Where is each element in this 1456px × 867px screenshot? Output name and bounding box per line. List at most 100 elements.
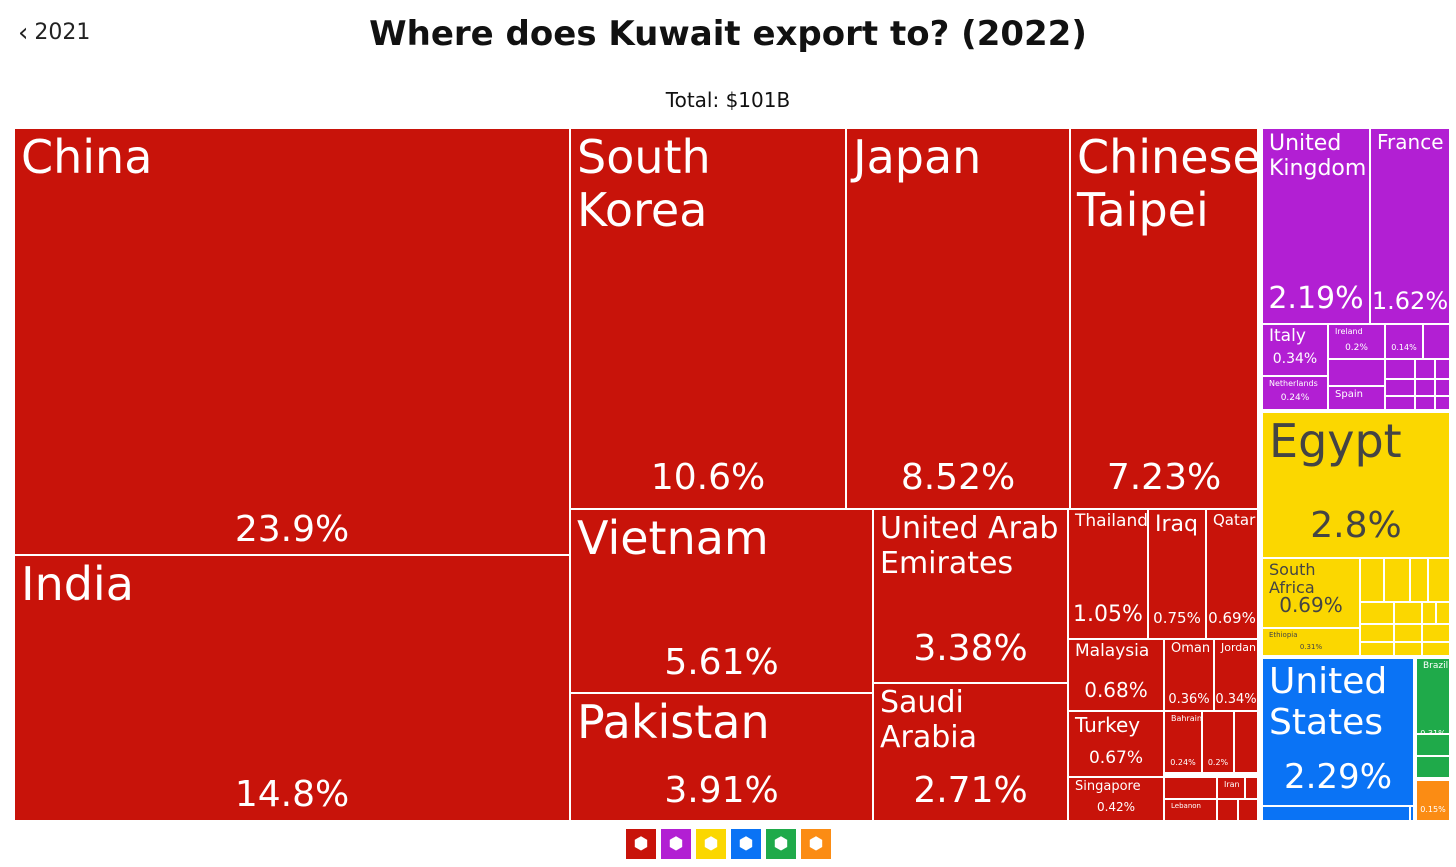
cell-name-label: Qatar <box>1213 511 1256 529</box>
chart-title: Where does Kuwait export to? (2022) <box>369 14 1087 54</box>
treemap-cell-qatar[interactable]: Qatar 0.69% <box>1206 509 1258 639</box>
treemap-cell-region-south-america-66[interactable] <box>1416 756 1450 778</box>
treemap-cell-region-europe-42[interactable] <box>1415 396 1435 410</box>
treemap-cell-united-kingdom[interactable]: United Kingdom 2.19% <box>1262 128 1370 324</box>
cell-percent-label: 5.61% <box>664 642 779 683</box>
treemap-cell-region-oceania-67[interactable]: 0.15% <box>1416 780 1450 821</box>
cell-name-label: United States <box>1269 661 1388 744</box>
treemap-cell-region-africa-60[interactable] <box>1422 642 1450 656</box>
treemap-cell-south-africa[interactable]: South Africa 0.69% <box>1262 558 1360 628</box>
cell-name-label: Jordan <box>1221 641 1256 654</box>
treemap-cell-lebanon[interactable]: Lebanon <box>1164 799 1217 821</box>
treemap-cell-region-europe-34[interactable] <box>1328 359 1385 386</box>
cell-name-label: Singapore <box>1075 779 1141 794</box>
treemap-cell-spain[interactable]: Spain <box>1328 386 1385 410</box>
treemap-cell-region-africa-51[interactable] <box>1360 602 1394 624</box>
treemap-cell-france[interactable]: France 1.62% <box>1370 128 1450 324</box>
treemap-cell-region-africa-50[interactable] <box>1428 558 1450 602</box>
cell-name-label: Malaysia <box>1075 641 1150 661</box>
treemap-cell-region-africa-58[interactable] <box>1360 642 1394 656</box>
back-to-2021-link[interactable]: ‹ 2021 <box>18 20 91 46</box>
cell-percent-label: 0.31% <box>1299 643 1323 651</box>
treemap-cell-united-arab-emirates[interactable]: United Arab Emirates 3.38% <box>873 509 1068 683</box>
treemap-cell-iran[interactable]: Iran <box>1217 777 1245 799</box>
treemap-cell-region-europe-37[interactable] <box>1435 359 1450 379</box>
cell-name-label: Thailand <box>1075 511 1148 531</box>
treemap-cell-region-north-america-62[interactable] <box>1262 806 1410 821</box>
cell-percent-label: 0.69% <box>1279 593 1343 617</box>
cell-percent-label: 0.36% <box>1168 692 1210 707</box>
treemap-cell-region-asia-25[interactable] <box>1238 799 1258 821</box>
treemap-cell-region-asia-23[interactable] <box>1245 777 1258 799</box>
cell-name-label: France <box>1377 130 1444 154</box>
treemap-cell-region-asia-22[interactable] <box>1164 777 1217 799</box>
treemap-cell-region-europe-39[interactable] <box>1415 379 1435 396</box>
treemap-cell-vietnam[interactable]: Vietnam 5.61% <box>570 509 873 693</box>
treemap-cell-region-asia-18[interactable] <box>1234 711 1258 773</box>
north-america-map-icon[interactable]: ⬢ <box>731 829 761 859</box>
treemap-cell-region-africa-53[interactable] <box>1422 602 1436 624</box>
cell-name-label: China <box>21 130 153 184</box>
cell-percent-label: 0.67% <box>1088 748 1143 768</box>
treemap-cell-region-africa-54[interactable] <box>1436 602 1450 624</box>
cell-percent-label: 0.68% <box>1084 678 1148 702</box>
treemap-cell-turkey[interactable]: Turkey 0.67% <box>1068 711 1164 777</box>
treemap-cell-region-africa-56[interactable] <box>1394 624 1422 642</box>
treemap-cell-ethiopia[interactable]: Ethiopia 0.31% <box>1262 628 1360 656</box>
treemap-cell-thailand[interactable]: Thailand 1.05% <box>1068 509 1148 639</box>
cell-percent-label: 0.69% <box>1208 609 1256 627</box>
treemap-cell-malaysia[interactable]: Malaysia 0.68% <box>1068 639 1164 711</box>
treemap-cell-chinese-taipei[interactable]: Chinese Taipei 7.23% <box>1070 128 1258 509</box>
treemap-cell-region-north-america-63[interactable] <box>1410 806 1414 821</box>
cell-percent-label: 0.24% <box>1170 758 1196 767</box>
treemap-cell-region-africa-55[interactable] <box>1360 624 1394 642</box>
treemap-cell-region-asia-24[interactable] <box>1217 799 1238 821</box>
europe-map-icon[interactable]: ⬢ <box>661 829 691 859</box>
treemap-cell-singapore[interactable]: Singapore 0.42% <box>1068 777 1164 821</box>
cell-name-label: South Korea <box>577 130 711 237</box>
oceania-map-icon[interactable]: ⬢ <box>801 829 831 859</box>
treemap-cell-iraq[interactable]: Iraq 0.75% <box>1148 509 1206 639</box>
treemap-cell-united-states[interactable]: United States 2.29% <box>1262 658 1414 806</box>
treemap-cell-region-africa-52[interactable] <box>1394 602 1422 624</box>
treemap-cell-india[interactable]: India 14.8% <box>14 555 570 821</box>
treemap-cell-brazil[interactable]: Brazil 0.31% <box>1416 658 1450 734</box>
treemap-cell-region-europe-30[interactable]: 0.14% <box>1385 324 1423 359</box>
treemap-cell-region-africa-59[interactable] <box>1394 642 1422 656</box>
treemap-cell-oman[interactable]: Oman 0.36% <box>1164 639 1214 711</box>
treemap-cell-italy[interactable]: Italy 0.34% <box>1262 324 1328 376</box>
treemap-cell-region-europe-41[interactable] <box>1385 396 1415 410</box>
treemap-cell-region-africa-49[interactable] <box>1410 558 1428 602</box>
south-america-map-icon[interactable]: ⬢ <box>766 829 796 859</box>
treemap-cell-region-asia-17[interactable]: 0.2% <box>1202 711 1234 773</box>
cell-percent-label: 7.23% <box>1106 457 1222 498</box>
treemap-cell-ireland[interactable]: Ireland 0.2% <box>1328 324 1385 359</box>
treemap-cell-region-europe-43[interactable] <box>1435 396 1450 410</box>
treemap-cell-region-africa-57[interactable] <box>1422 624 1450 642</box>
treemap-cell-egypt[interactable]: Egypt 2.8% <box>1262 412 1450 558</box>
treemap-cell-region-europe-38[interactable] <box>1385 379 1415 396</box>
treemap-cell-china[interactable]: China 23.9% <box>14 128 570 555</box>
back-label: 2021 <box>34 20 91 45</box>
treemap-cell-japan[interactable]: Japan 8.52% <box>846 128 1070 509</box>
cell-percent-label: 0.34% <box>1215 692 1257 707</box>
treemap-cell-netherlands[interactable]: Netherlands 0.24% <box>1262 376 1328 410</box>
treemap-cell-region-europe-40[interactable] <box>1435 379 1450 396</box>
treemap-cell-region-europe-31[interactable] <box>1423 324 1450 359</box>
treemap-cell-region-europe-35[interactable] <box>1385 359 1415 379</box>
treemap-cell-bahrain[interactable]: Bahrain 0.24% <box>1164 711 1202 773</box>
treemap-cell-region-africa-48[interactable] <box>1384 558 1410 602</box>
cell-name-label: Vietnam <box>577 511 769 565</box>
treemap-cell-pakistan[interactable]: Pakistan 3.91% <box>570 693 873 821</box>
cell-percent-label: 0.14% <box>1391 343 1417 352</box>
cell-percent-label: 2.19% <box>1268 281 1364 316</box>
asia-map-icon[interactable]: ⬢ <box>626 829 656 859</box>
treemap-cell-south-korea[interactable]: South Korea 10.6% <box>570 128 846 509</box>
treemap-cell-region-south-america-65[interactable] <box>1416 734 1450 756</box>
cell-percent-label: 3.91% <box>664 770 779 811</box>
treemap-cell-region-africa-47[interactable] <box>1360 558 1384 602</box>
treemap-cell-jordan[interactable]: Jordan 0.34% <box>1214 639 1258 711</box>
africa-map-icon[interactable]: ⬢ <box>696 829 726 859</box>
treemap-cell-saudi-arabia[interactable]: Saudi Arabia 2.71% <box>873 683 1068 821</box>
treemap-cell-region-europe-36[interactable] <box>1415 359 1435 379</box>
